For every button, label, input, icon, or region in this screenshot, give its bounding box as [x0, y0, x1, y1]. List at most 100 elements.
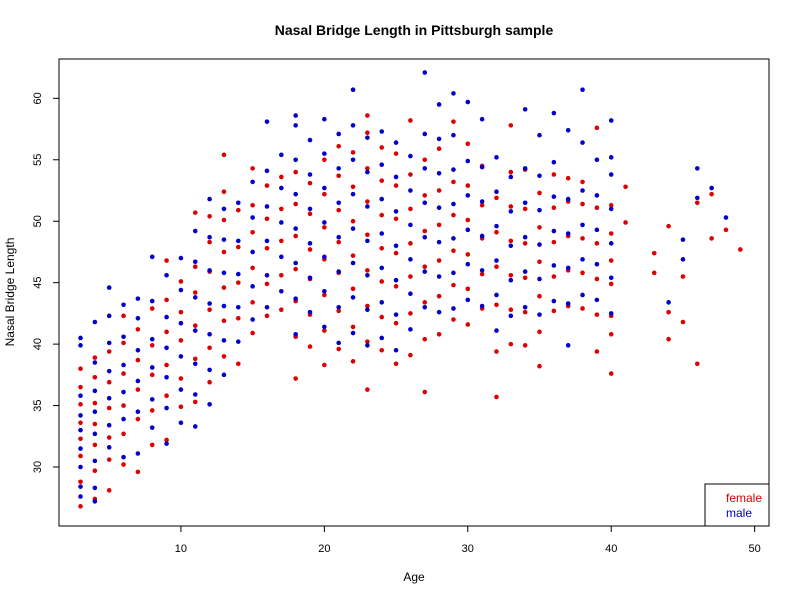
data-point-male	[379, 300, 385, 305]
data-point-female	[522, 309, 528, 315]
data-point-male	[78, 335, 83, 341]
data-point-male	[307, 309, 313, 315]
data-point-female	[565, 175, 571, 181]
data-point-female	[436, 331, 442, 337]
data-point-female	[221, 354, 227, 359]
data-point-female	[307, 211, 313, 217]
data-point-female	[121, 313, 126, 319]
y-tick-label: 60	[32, 92, 44, 104]
data-point-male	[92, 458, 98, 464]
data-point-male	[694, 166, 700, 171]
data-point-male	[494, 223, 499, 229]
data-point-female	[192, 264, 198, 269]
data-point-male	[164, 441, 169, 446]
data-point-female	[192, 399, 198, 405]
data-point-male	[494, 155, 499, 160]
data-point-male	[465, 261, 471, 267]
data-point-female	[164, 393, 169, 399]
data-point-male	[408, 327, 413, 332]
data-point-female	[422, 300, 428, 305]
x-tick-label: 20	[318, 543, 330, 555]
data-point-male	[207, 367, 212, 373]
data-point-male	[393, 243, 399, 249]
data-point-female	[522, 343, 528, 348]
data-point-male	[92, 388, 98, 394]
data-point-female	[494, 394, 499, 400]
data-point-male	[608, 241, 614, 246]
data-point-female	[508, 238, 514, 244]
data-point-female	[207, 239, 212, 245]
data-point-female	[537, 293, 542, 299]
data-point-male	[279, 185, 284, 191]
data-point-male	[551, 110, 557, 116]
data-point-male	[207, 268, 212, 273]
data-point-male	[178, 287, 184, 293]
data-point-female	[522, 241, 528, 246]
data-point-female	[78, 504, 83, 509]
data-point-female	[322, 362, 327, 368]
data-point-male	[508, 313, 514, 319]
data-point-female	[149, 306, 155, 311]
data-point-female	[465, 183, 471, 188]
data-point-female	[221, 217, 227, 223]
data-point-female	[135, 387, 141, 392]
data-point-female	[135, 469, 141, 475]
data-point-male	[565, 301, 571, 306]
data-point-male	[436, 205, 442, 211]
data-point-male	[580, 140, 585, 145]
data-point-male	[379, 196, 385, 202]
data-point-female	[723, 227, 729, 233]
data-point-female	[594, 349, 600, 354]
data-point-male	[365, 343, 370, 348]
data-point-male	[551, 298, 557, 304]
data-point-male	[551, 228, 557, 234]
data-point-female	[279, 174, 284, 180]
data-point-male	[164, 345, 169, 351]
data-point-male	[78, 484, 83, 489]
data-point-male	[694, 195, 700, 201]
data-point-female	[121, 371, 126, 376]
data-point-female	[537, 190, 542, 196]
data-point-male	[465, 99, 471, 105]
data-point-female	[78, 479, 83, 485]
data-point-male	[580, 292, 585, 298]
data-point-female	[393, 284, 399, 289]
data-point-male	[422, 304, 428, 310]
data-point-male	[279, 288, 284, 294]
y-tick-label: 30	[32, 461, 44, 473]
data-point-female	[608, 258, 614, 263]
data-point-male	[293, 157, 298, 163]
data-point-female	[164, 258, 169, 263]
data-point-male	[537, 312, 542, 317]
data-point-male	[149, 397, 155, 402]
data-point-female	[178, 376, 184, 381]
data-point-female	[436, 293, 442, 299]
data-point-male	[565, 265, 571, 271]
data-point-male	[408, 153, 413, 159]
data-point-female	[78, 366, 83, 371]
data-point-male	[522, 234, 528, 240]
y-tick-label: 45	[32, 277, 44, 289]
data-point-female	[293, 233, 298, 239]
data-point-female	[350, 184, 356, 190]
x-axis: 10 20 30 40 50	[175, 526, 761, 555]
data-point-female	[350, 150, 356, 155]
data-point-male	[178, 387, 184, 392]
data-point-female	[293, 201, 298, 207]
data-point-male	[178, 354, 184, 359]
data-point-male	[178, 255, 184, 261]
data-point-male	[78, 427, 83, 433]
data-point-male	[408, 291, 413, 297]
data-point-male	[264, 238, 270, 244]
data-point-female	[250, 229, 255, 235]
data-point-female	[250, 300, 255, 305]
data-point-female	[508, 307, 514, 313]
data-point-male	[322, 151, 327, 156]
data-point-male	[479, 233, 485, 239]
data-point-female	[365, 166, 370, 171]
data-point-male	[322, 288, 327, 294]
data-point-male	[436, 170, 442, 176]
legend-box	[704, 483, 770, 527]
data-point-female	[293, 169, 298, 175]
data-point-male	[307, 137, 313, 143]
